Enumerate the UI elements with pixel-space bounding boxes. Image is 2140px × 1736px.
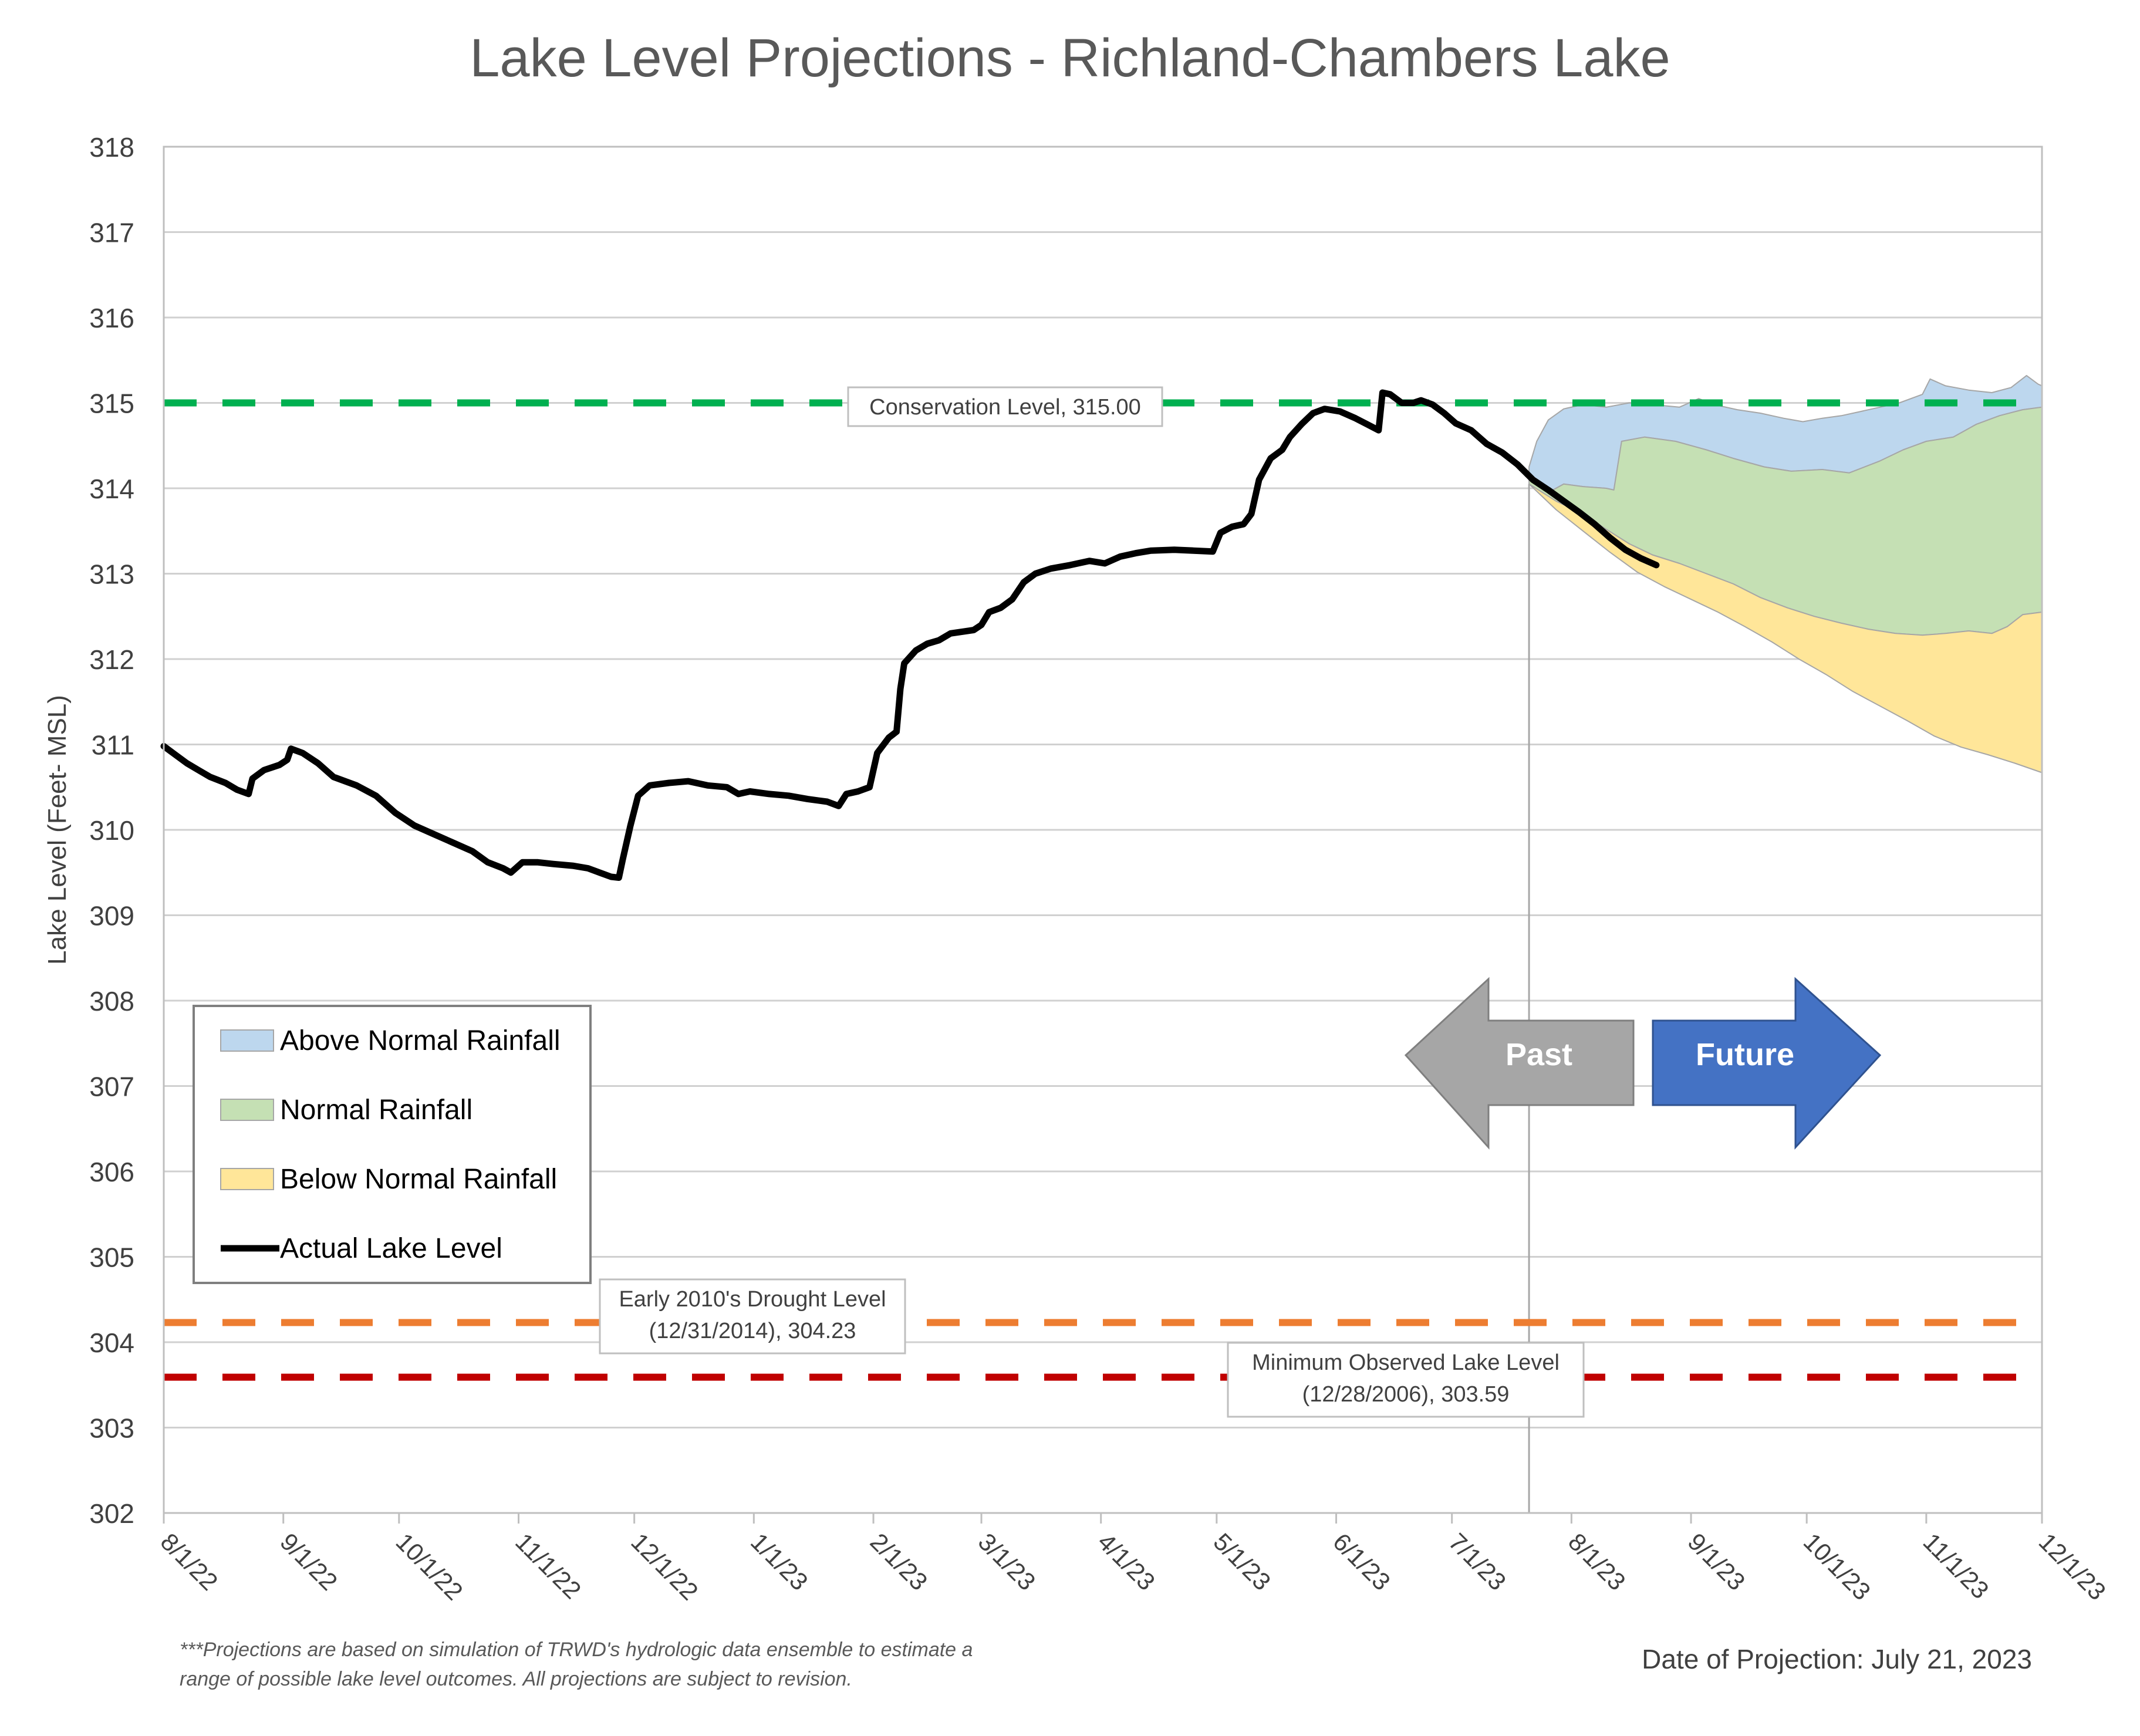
actual-lake-level-line (160, 389, 1660, 881)
x-tick-label: 7/1/23 (1443, 1528, 1511, 1596)
x-tick-label: 10/1/23 (1798, 1528, 1876, 1605)
x-tick-label: 10/1/22 (390, 1528, 468, 1605)
projection-date: Date of Projection: July 21, 2023 (1642, 1644, 2032, 1674)
y-tick-label: 308 (89, 986, 134, 1016)
reference-line-label: Conservation Level, 315.00 (869, 395, 1141, 420)
y-tick-label: 313 (89, 559, 134, 590)
y-tick-label: 318 (89, 132, 134, 163)
future-arrow-label: Future (1696, 1037, 1794, 1072)
x-tick-label: 9/1/22 (275, 1528, 343, 1596)
y-tick-label: 306 (89, 1157, 134, 1187)
plot-area-border (163, 146, 2043, 1514)
actual-lake-level-layer (160, 389, 1660, 881)
past-arrow-label: Past (1506, 1037, 1572, 1072)
legend-box (193, 1005, 592, 1284)
x-tick-label: 5/1/23 (1208, 1528, 1276, 1596)
x-tick-label: 1/1/23 (745, 1528, 814, 1596)
y-tick-label: 307 (89, 1072, 134, 1102)
legend-swatch-above-normal-rainfall (220, 1029, 274, 1052)
x-tick-label: 12/1/22 (626, 1528, 703, 1605)
footnote-line-2: range of possible lake level outcomes. A… (180, 1668, 852, 1690)
reference-line-label: Early 2010's Drought Level (619, 1287, 886, 1312)
y-axis-ticks: 302 303 304 305 306 307 308 309 310 311 312 313 314 3… (89, 132, 134, 1529)
y-tick-label: 303 (89, 1413, 134, 1444)
legend-label: Actual Lake Level (280, 1233, 502, 1264)
legend-swatch-below-normal-rainfall (220, 1168, 274, 1190)
future-arrow (1652, 977, 1882, 1150)
x-tick-label: 4/1/23 (1092, 1528, 1160, 1596)
y-tick-label: 312 (89, 644, 134, 675)
y-tick-label: 311 (92, 730, 134, 761)
x-tick-label: 12/1/23 (2034, 1528, 2111, 1605)
y-axis-label: Lake Level (Feet- MSL) (43, 695, 72, 965)
x-tick-label: 3/1/23 (973, 1528, 1041, 1596)
legend-label: Below Normal Rainfall (280, 1164, 557, 1195)
gridlines (164, 146, 2042, 1514)
legend-swatch-normal-rainfall (220, 1099, 274, 1121)
x-tick-label: 9/1/23 (1683, 1528, 1751, 1596)
y-tick-label: 317 (89, 218, 134, 248)
projection-areas (1528, 374, 2043, 1513)
y-tick-label: 304 (89, 1328, 134, 1358)
reference-lines: Conservation Level, 315.00 Early 2010's D… (164, 386, 2042, 1418)
y-tick-label: 302 (89, 1498, 134, 1529)
footnote-line-1: ***Projections are based on simulation o… (180, 1639, 973, 1661)
x-tick-label: 8/1/22 (156, 1528, 224, 1596)
y-tick-label: 315 (89, 389, 134, 419)
y-tick-label: 305 (89, 1242, 134, 1273)
projection-footnote: ***Projections are based on simulation o… (180, 1635, 973, 1694)
reference-line-label: Minimum Observed Lake Level (1252, 1350, 1560, 1375)
y-tick-label: 316 (89, 303, 134, 333)
x-tick-label: 11/1/23 (1918, 1528, 1994, 1604)
y-tick-label: 310 (89, 815, 134, 846)
y-tick-label: 314 (89, 474, 134, 504)
x-axis-ticks: 8/1/22 9/1/22 10/1/22 11/1/22 12/1/22 1/1/23 2… (156, 1513, 2111, 1605)
x-tick-label: 2/1/23 (865, 1528, 933, 1596)
chart-title: Lake Level Projections - Richland-Chambe… (470, 28, 1670, 88)
x-tick-label: 6/1/23 (1328, 1528, 1396, 1596)
past-arrow (1404, 977, 1635, 1150)
reference-line-label-box (847, 386, 1163, 427)
legend-label: Above Normal Rainfall (280, 1025, 561, 1056)
reference-line-label-box (1227, 1342, 1585, 1418)
reference-line-label: (12/28/2006), 303.59 (1302, 1382, 1510, 1407)
legend-label: Normal Rainfall (280, 1095, 472, 1126)
past-future-arrows: Past Future (1404, 977, 1882, 1150)
reference-line-label: (12/31/2014), 304.23 (649, 1319, 856, 1343)
x-tick-label: 11/1/22 (510, 1528, 586, 1604)
legend: Above Normal Rainfall Normal Rainfall Belo… (193, 1005, 592, 1284)
below-normal-rainfall-area (1528, 483, 2043, 774)
y-tick-label: 309 (89, 901, 134, 931)
x-tick-label: 8/1/23 (1563, 1528, 1631, 1596)
reference-line-label-box (599, 1278, 906, 1355)
